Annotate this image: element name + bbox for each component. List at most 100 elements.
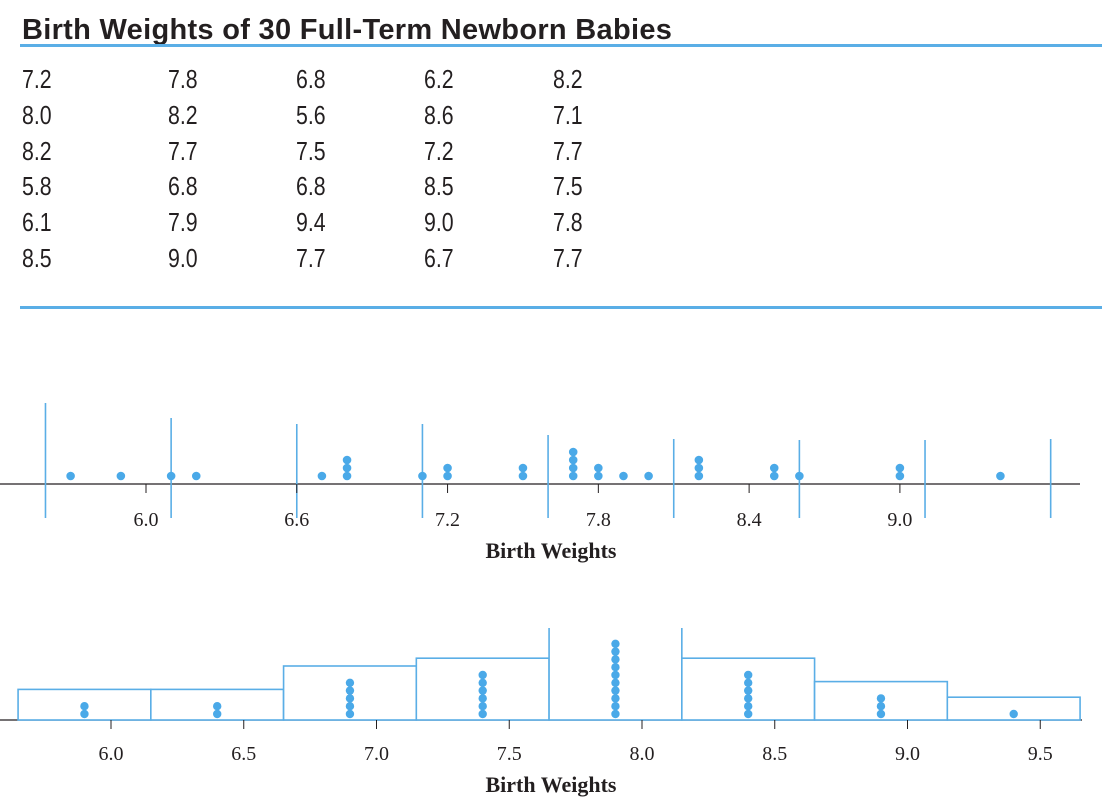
- x-tick-label: 9.0: [895, 743, 920, 765]
- histogram-bar: [946, 696, 1081, 721]
- data-point: [478, 702, 487, 711]
- data-point: [769, 463, 779, 473]
- data-point: [568, 471, 578, 481]
- dot-plot: 6.0 6.6 7.2 7.8 8.4 9.0 Birth Weights: [0, 403, 1080, 563]
- data-point: [478, 686, 487, 695]
- data-point: [568, 463, 578, 473]
- x-tick-label: 7.2: [435, 509, 460, 531]
- table-cell: 8.2: [22, 135, 52, 166]
- table-cell: 9.4: [296, 207, 326, 238]
- data-point: [191, 471, 201, 481]
- data-point: [611, 639, 620, 648]
- x-tick-label: 7.5: [497, 743, 522, 765]
- table-cell: 7.5: [553, 171, 583, 202]
- x-tick-label: 8.0: [630, 743, 655, 765]
- table-cell: 6.8: [296, 64, 326, 94]
- data-point: [342, 455, 352, 465]
- x-tick-label: 8.4: [737, 509, 762, 531]
- histogram-chart: 6.0 6.5 7.0 7.5 8.0 8.5 9.0 9.5 Birth Weights: [0, 628, 1082, 797]
- table-cell: 5.6: [296, 99, 326, 130]
- data-point: [694, 463, 704, 473]
- data-point: [744, 678, 753, 687]
- table-cell: 6.7: [424, 243, 454, 273]
- table-cell: 8.5: [22, 243, 52, 273]
- table-cell: 7.2: [424, 135, 454, 166]
- x-tick-label: 7.8: [586, 509, 611, 531]
- data-point: [611, 702, 620, 711]
- table-cell: 8.5: [424, 171, 454, 202]
- data-point: [478, 678, 487, 687]
- data-point: [568, 447, 578, 457]
- data-point: [345, 686, 355, 695]
- data-point: [80, 709, 89, 719]
- data-point: [594, 463, 603, 473]
- data-point: [744, 709, 753, 719]
- x-tick-label: 7.0: [364, 743, 389, 765]
- data-point: [213, 709, 222, 719]
- data-point: [996, 471, 1005, 481]
- x-tick-label: 8.5: [762, 743, 787, 765]
- data-point: [478, 670, 487, 680]
- x-tick-label: 6.0: [134, 509, 159, 531]
- table-cell: 7.2: [22, 64, 52, 94]
- data-point: [694, 471, 704, 481]
- data-point: [619, 471, 628, 481]
- data-point: [568, 455, 578, 465]
- data-point: [694, 455, 704, 465]
- data-point: [478, 694, 487, 703]
- data-point: [213, 702, 222, 711]
- table-cell: 7.8: [168, 64, 198, 94]
- data-point: [116, 471, 126, 481]
- table-cell: 6.2: [424, 64, 454, 94]
- table-cell: 7.8: [553, 207, 583, 238]
- x-axis-label: Birth Weights: [485, 772, 616, 797]
- data-point: [342, 463, 352, 473]
- table-cell: 7.7: [553, 243, 583, 273]
- data-point: [611, 694, 620, 703]
- data-point: [342, 471, 352, 481]
- table-cell: 7.5: [296, 135, 326, 166]
- data-point: [611, 686, 620, 695]
- table-cell: 7.9: [168, 207, 198, 238]
- x-tick-label: 6.6: [284, 509, 309, 531]
- data-point: [80, 702, 89, 711]
- data-point: [594, 471, 603, 481]
- data-point: [478, 709, 487, 719]
- table-cell: 8.2: [168, 99, 198, 130]
- x-tick-label: 6.5: [231, 743, 256, 765]
- data-point: [876, 709, 886, 719]
- data-point: [1009, 709, 1018, 719]
- data-point: [518, 471, 528, 481]
- page-title: Birth Weights of 30 Full-Term Newborn Ba…: [22, 14, 673, 46]
- data-point: [317, 471, 327, 481]
- data-point: [443, 463, 452, 473]
- table-cell: 7.1: [553, 99, 583, 130]
- table-cell: 6.8: [296, 171, 326, 202]
- data-point: [611, 709, 620, 719]
- table-rule: [20, 306, 1102, 309]
- table-cell: 9.0: [424, 207, 454, 238]
- data-point: [744, 702, 753, 711]
- table-cell: 8.2: [553, 64, 583, 94]
- table-cell: 9.0: [168, 243, 198, 273]
- data-point: [66, 471, 75, 481]
- data-point: [345, 702, 355, 711]
- x-tick-label: 9.0: [887, 509, 912, 531]
- table-cell: 7.7: [553, 135, 583, 166]
- data-point: [744, 670, 753, 680]
- data-point: [611, 663, 620, 672]
- data-point: [744, 694, 753, 703]
- data-point: [895, 463, 905, 473]
- table-cell: 8.6: [424, 99, 454, 130]
- table-cell: 6.8: [168, 171, 198, 202]
- data-point: [611, 678, 620, 687]
- data-point: [443, 471, 452, 481]
- data-point: [795, 471, 804, 481]
- x-tick-label: 6.0: [99, 743, 124, 765]
- data-point: [345, 694, 355, 703]
- data-table: 7.2 8.0 8.2 5.8 6.1 8.5 7.8 8.2 7.7 6.8 7.9 9.0 6.8 5…: [0, 64, 1102, 284]
- data-point: [876, 694, 886, 703]
- data-point: [166, 471, 176, 481]
- table-cell: 7.7: [168, 135, 198, 166]
- data-point: [418, 471, 427, 481]
